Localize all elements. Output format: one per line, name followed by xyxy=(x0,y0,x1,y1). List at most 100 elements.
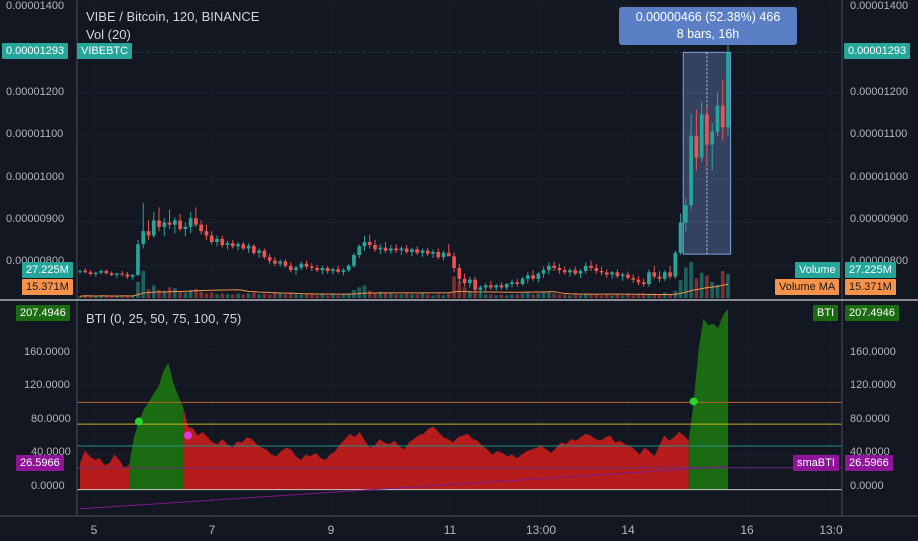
axis-borders xyxy=(0,0,918,517)
bti-tick-right: 160.0000 xyxy=(850,346,896,358)
volume-bar xyxy=(146,289,151,298)
volume-bar xyxy=(689,262,693,298)
volume-bar xyxy=(499,294,504,298)
candle-body xyxy=(720,105,725,128)
volume-bar xyxy=(346,293,351,298)
candle-body xyxy=(257,250,261,253)
volume-bar xyxy=(309,294,314,298)
volume-bar xyxy=(125,296,130,298)
candle-body xyxy=(489,285,493,288)
candle-body xyxy=(236,244,240,247)
volume-bar xyxy=(678,280,683,298)
volume-bar xyxy=(141,271,146,298)
volume-bar xyxy=(130,296,135,298)
candle-body xyxy=(151,220,156,236)
volume-bar xyxy=(199,291,204,298)
volume-bar xyxy=(610,295,614,298)
volume-bar xyxy=(357,287,362,298)
candle-body xyxy=(441,252,446,258)
volume-bar xyxy=(273,292,277,298)
bti-buy-signal-dot xyxy=(134,417,143,426)
volume-bar xyxy=(515,294,520,298)
price-tick-left: 0.00001100 xyxy=(6,128,64,140)
bti-tick-right: 0.0000 xyxy=(850,480,884,492)
bti-tick-left: 120.0000 xyxy=(24,379,70,391)
sma-bti-value-tag-right: 26.5966 xyxy=(845,455,893,471)
candle-body xyxy=(199,224,204,232)
candle-body xyxy=(726,52,730,128)
candle-body xyxy=(320,267,325,271)
volume-bar xyxy=(415,294,420,298)
volume-bar xyxy=(378,291,383,298)
price-tick-right: 0.00001400 xyxy=(850,0,909,12)
candle-body xyxy=(357,246,362,255)
volume-bar xyxy=(104,296,109,298)
volume-legend: Vol (20) xyxy=(86,27,131,42)
volume-bar xyxy=(715,284,720,298)
candle-body xyxy=(552,265,556,268)
volume-bar xyxy=(220,293,225,298)
candle-body xyxy=(515,282,520,285)
candle-body xyxy=(431,251,435,254)
candle-body xyxy=(309,266,314,268)
volume-bar xyxy=(404,293,409,298)
time-tick: 9 xyxy=(327,523,335,537)
volume-ma-value-tag-right: 15.371M xyxy=(845,279,896,295)
candle-body xyxy=(188,218,193,227)
candle-body xyxy=(494,285,499,288)
volume-bar xyxy=(373,292,377,298)
candle-body xyxy=(594,267,599,272)
bti-buy-signal-dot xyxy=(689,397,698,406)
volume-bar xyxy=(109,296,114,298)
bti-tick-left: 80.0000 xyxy=(31,413,71,425)
price-tick-right: 0.00000900 xyxy=(850,213,909,225)
candle-body xyxy=(562,270,567,273)
candle-body xyxy=(415,249,420,253)
volume-bar xyxy=(410,294,414,298)
candle-body xyxy=(547,265,551,271)
volume-bar xyxy=(641,293,646,298)
volume-value-tag-left: 27.225M xyxy=(22,262,73,278)
candle-body xyxy=(331,269,335,272)
candle-body xyxy=(499,285,504,288)
volume-bar xyxy=(705,275,709,298)
candle-body xyxy=(652,272,657,277)
bti-tick-left: 160.0000 xyxy=(24,346,70,358)
volume-bar xyxy=(262,293,267,298)
volume-bar xyxy=(420,293,425,298)
volume-bar xyxy=(694,278,699,298)
candle-body xyxy=(130,274,135,277)
time-tick: 5 xyxy=(90,523,98,537)
candle-body xyxy=(394,248,398,251)
sma-bti-label-tag: smaBTI xyxy=(793,455,839,471)
candle-body xyxy=(315,267,319,271)
volume-bar xyxy=(236,293,240,298)
volume-ma-label-tag: Volume MA xyxy=(775,279,840,295)
candle-body xyxy=(684,205,688,223)
candle-body xyxy=(104,271,109,274)
volume-bar xyxy=(436,294,441,298)
candle-body xyxy=(641,282,646,285)
volume-bar xyxy=(241,294,246,298)
candle-body xyxy=(352,254,356,266)
candle-body xyxy=(610,272,614,275)
volume-ma-line xyxy=(79,283,729,297)
volume-bar xyxy=(425,294,430,298)
bti-legend: BTI (0, 25, 50, 75, 100, 75) xyxy=(86,311,242,326)
candle-body xyxy=(657,276,662,279)
candle-body xyxy=(436,251,441,258)
candle-body xyxy=(473,279,477,290)
price-tick-right: 0.00001200 xyxy=(850,86,909,98)
time-tick: 14 xyxy=(621,523,635,537)
time-tick: 16 xyxy=(740,523,754,537)
volume-bar xyxy=(699,272,704,298)
volume-bar xyxy=(589,294,593,298)
volume-bar xyxy=(294,294,298,298)
volume-bar xyxy=(204,293,209,298)
candle-body xyxy=(178,220,182,230)
bti-green-area xyxy=(688,308,728,490)
volume-bar xyxy=(494,295,499,298)
volume-bar xyxy=(278,293,283,298)
candle-body xyxy=(225,243,230,246)
